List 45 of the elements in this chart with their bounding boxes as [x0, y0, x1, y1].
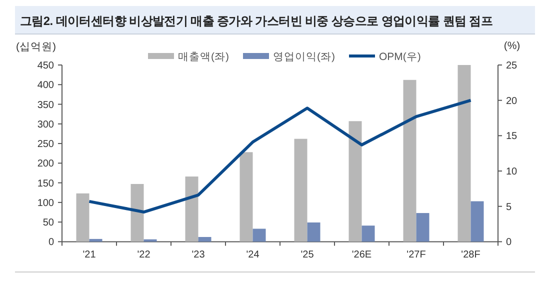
- y-tick-label: 100: [37, 198, 54, 209]
- bar: [458, 65, 471, 242]
- y-axis-title: (십억원): [16, 41, 56, 53]
- bar: [252, 228, 266, 242]
- y-tick-label: 250: [37, 139, 54, 150]
- y2-tick-label: 0: [506, 237, 512, 248]
- y-tick-label: 450: [37, 60, 54, 72]
- y-tick-label: 0: [48, 237, 54, 248]
- bar: [362, 226, 375, 242]
- legend-label: 매출액(좌): [178, 51, 229, 63]
- y-tick-label: 350: [37, 100, 54, 111]
- bar: [130, 184, 144, 242]
- legend-label: 영업이익(좌): [273, 51, 335, 63]
- x-tick-label: '24: [246, 250, 260, 261]
- bar: [198, 236, 212, 242]
- bar: [89, 238, 102, 242]
- bar: [76, 193, 90, 242]
- y2-axis-title: (%): [504, 40, 520, 52]
- y2-tick-label: 25: [506, 60, 518, 72]
- y2-tick-label: 15: [506, 131, 518, 142]
- legend-label: OPM(우): [379, 51, 421, 63]
- y-tick-label: 400: [37, 80, 54, 92]
- y2-tick-label: 5: [506, 202, 512, 213]
- y-tick-label: 200: [37, 158, 54, 170]
- x-tick-label: '26E: [352, 250, 372, 261]
- bar: [185, 176, 198, 242]
- x-tick-label: '23: [192, 250, 206, 261]
- bar: [307, 222, 320, 242]
- y-tick-label: 50: [42, 218, 54, 229]
- chart-title: 그림2. 데이터센터향 비상발전기 매출 증가와 가스터빈 비중 상승으로 영업이익률 퀀텀 점프: [20, 14, 493, 28]
- x-tick-label: '27F: [406, 250, 426, 261]
- bar: [348, 121, 362, 242]
- bar: [470, 201, 484, 242]
- y-tick-label: 150: [37, 178, 54, 190]
- y2-tick-label: 10: [506, 166, 518, 178]
- bar: [240, 152, 253, 242]
- y-tick-label: 300: [37, 119, 54, 130]
- bar: [294, 138, 308, 242]
- x-tick-label: '21: [82, 250, 96, 261]
- y2-tick-label: 20: [506, 96, 518, 107]
- bar: [416, 213, 430, 242]
- x-tick-label: '28F: [461, 250, 480, 261]
- bar: [403, 80, 416, 242]
- x-tick-label: '22: [137, 250, 151, 261]
- x-tick-label: '25: [300, 250, 314, 261]
